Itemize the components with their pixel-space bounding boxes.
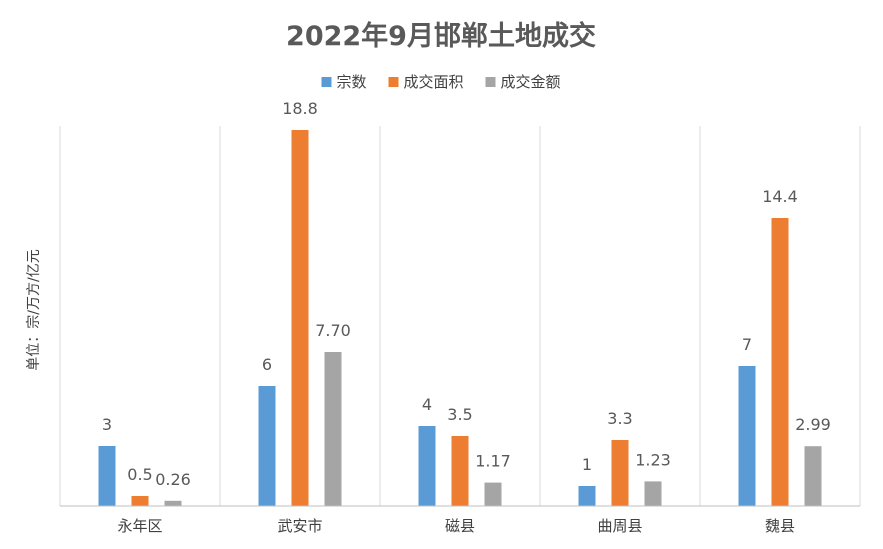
- chart-title: 2022年9月邯郸土地成交: [286, 20, 596, 52]
- legend-label: 成交金额: [501, 73, 561, 91]
- bar-1-1: [98, 446, 116, 506]
- data-label: 3.5: [447, 405, 472, 424]
- bar-2-3: [451, 436, 469, 506]
- legend: 宗数 成交面积 成交金额: [321, 73, 561, 91]
- bars: [98, 130, 822, 506]
- data-label: 7.70: [315, 321, 351, 340]
- bar-2-2: [291, 130, 309, 506]
- legend-label: 宗数: [336, 73, 366, 91]
- x-tick-label: 武安市: [277, 517, 322, 535]
- bar-2-5: [771, 218, 789, 506]
- bar-3-5: [804, 446, 822, 506]
- data-label: 6: [262, 355, 272, 374]
- data-label: 14.4: [762, 187, 798, 206]
- category-separators: [59, 126, 861, 506]
- data-label: 0.5: [127, 465, 152, 484]
- data-label: 1: [582, 455, 592, 474]
- data-labels: 3 0.5 0.26 6 18.8 7.70 4 3.5 1.17 1 3.3 1.23 7 14.4 2.…: [102, 99, 831, 489]
- legend-item: 成交金额: [485, 73, 561, 91]
- data-label: 2.99: [795, 415, 831, 434]
- bar-1-2: [258, 386, 276, 506]
- x-tick-label: 永年区: [117, 517, 162, 535]
- data-label: 7: [742, 335, 752, 354]
- data-label: 1.17: [475, 452, 511, 471]
- data-label: 3: [102, 415, 112, 434]
- legend-item: 成交面积: [388, 73, 464, 91]
- bar-3-4: [644, 481, 662, 506]
- bar-3-3: [484, 482, 502, 506]
- legend-swatch: [388, 77, 399, 87]
- x-tick-label: 磁县: [445, 517, 475, 535]
- x-tick-label: 曲周县: [597, 517, 642, 535]
- bar-2-1: [131, 496, 149, 506]
- data-label: 0.26: [155, 470, 191, 489]
- legend-item: 宗数: [321, 73, 366, 91]
- bar-3-1: [164, 500, 182, 506]
- legend-swatch: [485, 77, 496, 87]
- data-label: 18.8: [282, 99, 318, 118]
- x-tick-label: 魏县: [765, 517, 795, 535]
- bar-1-4: [578, 486, 596, 506]
- data-label: 4: [422, 395, 432, 414]
- data-label: 3.3: [607, 409, 632, 428]
- bar-1-3: [418, 426, 436, 506]
- bar-3-2: [324, 352, 342, 506]
- x-axis-ticks: 永年区 武安市 磁县 曲周县 魏县: [117, 517, 795, 535]
- bar-1-5: [738, 366, 756, 506]
- data-label: 1.23: [635, 450, 671, 469]
- bar-2-4: [611, 440, 629, 506]
- legend-swatch: [321, 77, 332, 87]
- legend-label: 成交面积: [403, 73, 463, 91]
- y-axis-label: 单位：宗/万方/亿元: [26, 249, 42, 370]
